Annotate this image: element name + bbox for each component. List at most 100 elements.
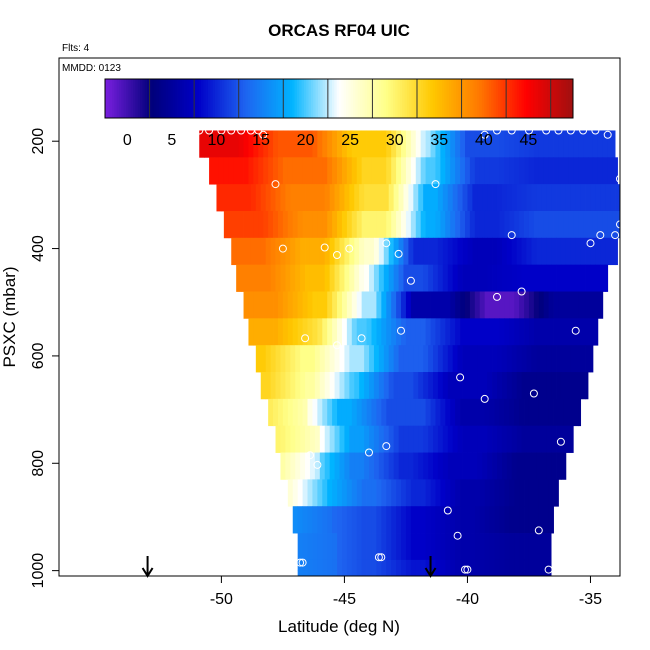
heatmap-cell [474,533,481,561]
heatmap-cell [455,130,461,158]
colorbar-tick-label: 10 [208,132,226,149]
heatmap-cell [277,318,284,346]
heatmap-cell [393,372,399,400]
heatmap-cell [548,559,552,572]
heatmap-cell [435,398,441,427]
colorbar-swatch [467,79,471,118]
heatmap-cell [610,184,616,212]
heatmap-cell [499,291,505,319]
heatmap-cell [430,506,436,534]
heatmap-cell [381,506,387,534]
sample-point [298,558,307,567]
heatmap-cell [501,372,508,400]
colorbar-swatch [362,79,366,118]
heatmap-cell [509,559,515,572]
heatmap-cell [516,372,522,400]
heatmap-cell [509,506,515,534]
heatmap-cell [477,237,483,266]
heatmap-cell [526,345,532,373]
heatmap-cell [297,533,303,561]
heatmap-cell [573,130,579,158]
sample-point [374,553,383,562]
heatmap-cell [356,506,363,534]
colorbar-swatch [357,79,361,118]
heatmap-cell [401,506,407,534]
heatmap-cell [472,425,478,453]
heatmap-cell [460,210,466,239]
heatmap-cell [270,372,276,400]
heatmap-cell [309,452,316,480]
heatmap-cell [533,318,540,346]
x-tick-label: -45 [333,591,356,608]
heatmap-cell [494,570,500,577]
heatmap-cell [307,210,313,239]
heatmap-cell [484,570,490,577]
heatmap-cell [295,184,301,212]
heatmap-cell [541,425,547,453]
heatmap-cell [447,372,454,400]
heatmap-cell [378,452,385,480]
heatmap-cell [452,452,458,480]
heatmap-cell [538,157,545,185]
heatmap-cell [499,210,505,239]
heatmap-cell [250,184,257,212]
heatmap-cell [460,398,466,427]
heatmap-cell [418,184,424,212]
heatmap-cell [543,291,550,319]
colorbar-swatch [542,79,546,118]
heatmap-cell [435,559,441,572]
colorbar-swatch [388,79,391,118]
heatmap-cell [455,570,461,577]
heatmap-cell [305,264,311,292]
heatmap-cell [521,184,527,212]
heatmap-cell [484,210,490,239]
colorbar-swatch [310,79,314,118]
heatmap-cell [396,318,402,346]
colorbar-swatch [285,79,288,118]
colorbar-swatch [315,79,319,118]
heatmap-cell [361,398,367,427]
heatmap-cell [450,570,456,577]
heatmap-cell [312,130,318,158]
heatmap-cell [371,130,377,158]
colorbar-swatch [207,79,211,118]
heatmap-cell [506,184,513,212]
heatmap-cell [543,559,550,572]
heatmap-cell [369,372,375,400]
heatmap-cell [346,559,353,572]
heatmap-cell [553,130,559,158]
heatmap-cell [238,157,244,185]
heatmap-cell [425,479,431,507]
x-tick-label: -50 [210,591,233,608]
heatmap-cell [457,345,463,373]
heatmap-cell [433,184,439,212]
heatmap-cell [563,398,569,427]
colorbar-swatch [523,79,527,118]
colorbar-swatch [259,79,263,118]
heatmap-cell [474,479,481,507]
heatmap-cell [546,452,552,480]
heatmap-cell [445,210,451,239]
heatmap-cell [551,345,557,373]
colorbar-swatch [147,79,150,118]
heatmap-cell [509,210,515,239]
heatmap-cell [199,130,205,158]
colorbar-swatch [441,79,445,118]
heatmap-cell [334,184,340,212]
heatmap-cell [563,210,569,239]
heatmap-cell [546,264,552,292]
colorbar-swatch [250,79,253,118]
sample-point [493,126,501,135]
heatmap-cell [223,157,230,185]
heatmap-cell [334,264,340,292]
heatmap-cell [499,318,505,346]
arrow-head-icon [424,567,437,578]
heatmap-cell [595,237,601,266]
heatmap-cell [209,130,215,158]
sample-point [534,526,543,535]
heatmap-cell [558,398,564,427]
heatmap-cell [273,291,279,319]
heatmap-cell [519,570,525,577]
sample-point [271,180,280,189]
heatmap-cell [223,130,230,158]
